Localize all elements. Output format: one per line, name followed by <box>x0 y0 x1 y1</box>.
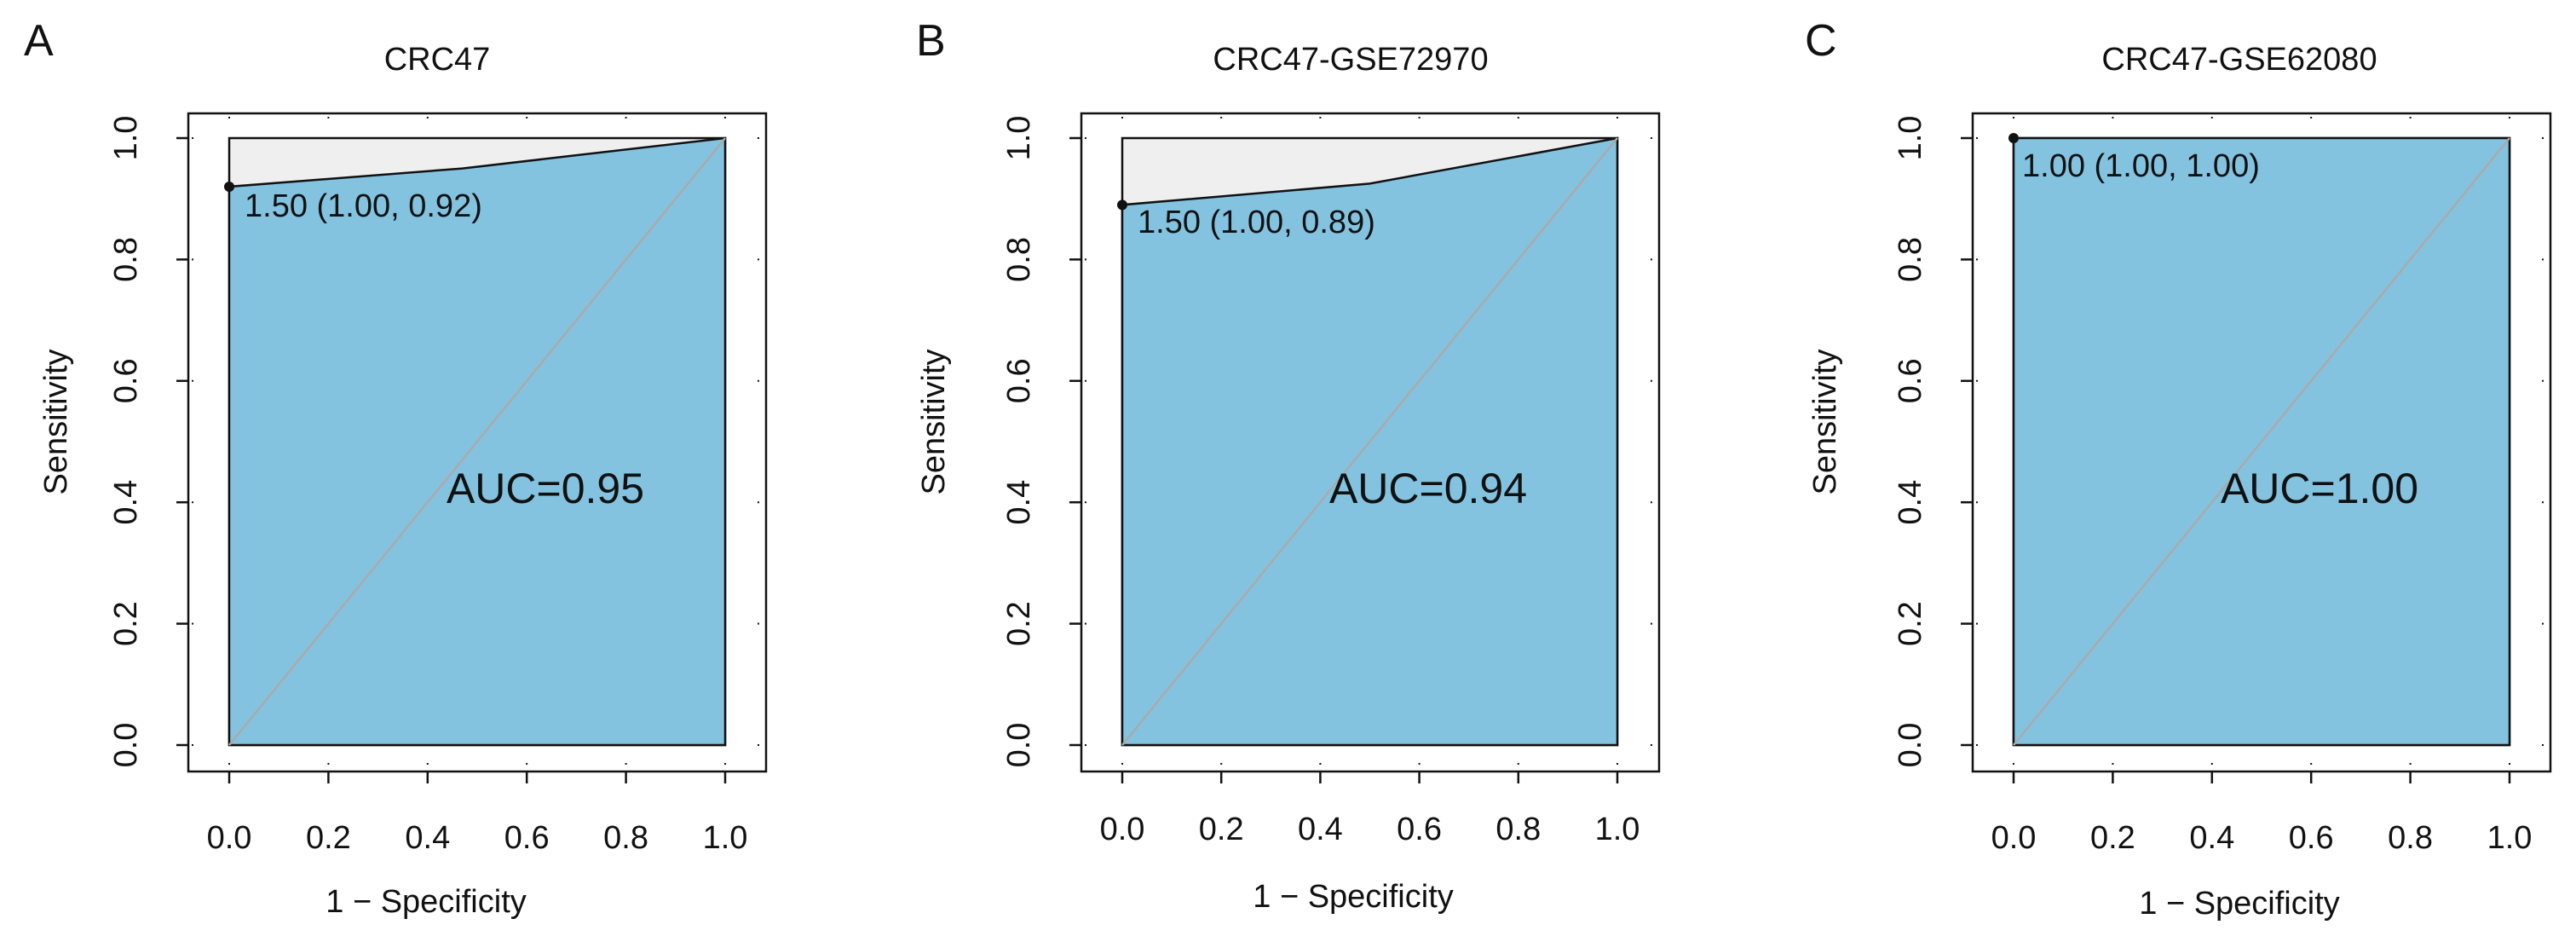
chart-title: CRC47-GSE72970 <box>1213 42 1488 78</box>
x-tick-label: 0.0 <box>1100 812 1145 847</box>
y-tick-label: 0.8 <box>1001 237 1037 282</box>
x-tick-label: 0.0 <box>207 820 252 856</box>
chart-title: CRC47 <box>384 42 491 78</box>
y-tick-label: 0.2 <box>1001 601 1037 646</box>
x-tick-label: 0.6 <box>2289 820 2334 856</box>
threshold-label: 1.50 (1.00, 0.89) <box>1138 205 1375 240</box>
x-tick-label: 0.0 <box>1991 820 2037 856</box>
plot-area: 0.0 0.2 0.4 0.6 0.8 1.0 0.0 0.2 0.4 0.6 0.8 1.0 <box>108 112 768 856</box>
y-axis-label: Sensitivity <box>38 349 74 494</box>
x-axis-label: 1 − Specificity <box>2139 886 2340 922</box>
auc-label: AUC=0.95 <box>447 465 644 512</box>
x-axis-label: 1 − Specificity <box>1253 879 1454 915</box>
threshold-point <box>2008 133 2019 143</box>
roc-chart-a: CRC47 1 − Specificity Sensitivity 0.0 0.2… <box>38 42 768 920</box>
x-tick-label: 0.2 <box>1199 812 1244 847</box>
x-tick-label: 0.6 <box>1397 812 1442 847</box>
y-tick-label: 0.6 <box>1001 358 1037 403</box>
y-tick-label: 1.0 <box>108 116 144 161</box>
plot-frame <box>1080 112 1661 773</box>
roc-panel-b: B CRC47-GSE72970 1 − Specificity Sensiti… <box>893 0 1752 942</box>
x-tick-label: 0.4 <box>2189 820 2234 856</box>
chart-title: CRC47-GSE62080 <box>2101 42 2377 78</box>
x-tick-label: 0.2 <box>2090 820 2135 856</box>
y-tick-label: 0.6 <box>1893 358 1928 403</box>
y-tick-label: 0.4 <box>1893 480 1928 525</box>
x-tick-label: 1.0 <box>1595 812 1640 847</box>
threshold-point <box>1117 199 1127 211</box>
x-tick-label: 0.4 <box>1298 812 1343 847</box>
y-axis-label: Sensitivity <box>916 349 952 494</box>
roc-chart-b: CRC47-GSE72970 1 − Specificity Sensitivi… <box>916 42 1661 915</box>
roc-panel-c: C CRC47-GSE62080 1 − Specificity Sensiti… <box>1784 0 2576 942</box>
plot-area: 0.0 0.2 0.4 0.6 0.8 1.0 0.0 0.2 0.4 0.6 0.8 1.0 <box>1893 112 2552 856</box>
threshold-label: 1.00 (1.00, 1.00) <box>2022 148 2260 184</box>
plot-frame <box>187 112 768 773</box>
x-tick-label: 1.0 <box>2487 820 2533 856</box>
y-tick-label: 0.4 <box>1001 480 1037 525</box>
panel-letter-a: A <box>24 16 54 66</box>
plot-frame <box>1971 112 2552 773</box>
y-tick-label: 0.8 <box>1893 237 1928 282</box>
x-tick-label: 0.8 <box>1495 812 1541 847</box>
y-tick-label: 0.2 <box>1893 601 1928 646</box>
x-tick-label: 0.8 <box>603 820 648 856</box>
y-tick-label: 0.2 <box>108 601 144 646</box>
diagonal-reference-line <box>2013 137 2510 746</box>
y-tick-label: 0.0 <box>1001 723 1037 768</box>
x-axis-label: 1 − Specificity <box>326 884 527 920</box>
auc-label: AUC=1.00 <box>2221 465 2418 512</box>
y-tick-label: 0.8 <box>108 237 144 282</box>
y-tick-label: 0.4 <box>108 480 144 525</box>
x-tick-label: 0.4 <box>405 820 450 856</box>
x-tick-label: 0.6 <box>504 820 550 856</box>
x-tick-label: 0.8 <box>2388 820 2433 856</box>
panel-letter-c: C <box>1805 16 1837 66</box>
roc-chart-c: CRC47-GSE62080 1 − Specificity Sensitivi… <box>1807 42 2552 922</box>
auc-label: AUC=0.94 <box>1329 465 1527 512</box>
x-tick-label: 0.2 <box>306 820 351 856</box>
threshold-label: 1.50 (1.00, 0.92) <box>245 188 482 224</box>
roc-panel-a: A CRC47 1 − Specificity Sensitivity 0.0 0… <box>0 0 859 942</box>
diagonal-reference-line <box>228 137 726 746</box>
y-axis-label: Sensitivity <box>1807 349 1843 494</box>
diagonal-reference-line <box>1121 137 1618 746</box>
y-tick-label: 1.0 <box>1001 116 1037 161</box>
plot-area: 0.0 0.2 0.4 0.6 0.8 1.0 0.0 0.2 0.4 0.6 0.8 1.0 <box>1001 112 1661 847</box>
threshold-point <box>224 181 234 192</box>
x-tick-label: 1.0 <box>703 820 748 856</box>
panel-letter-b: B <box>916 16 946 66</box>
y-tick-label: 0.0 <box>1893 723 1928 768</box>
y-tick-label: 0.6 <box>108 358 144 403</box>
y-tick-label: 1.0 <box>1893 116 1928 161</box>
y-tick-label: 0.0 <box>108 723 144 768</box>
